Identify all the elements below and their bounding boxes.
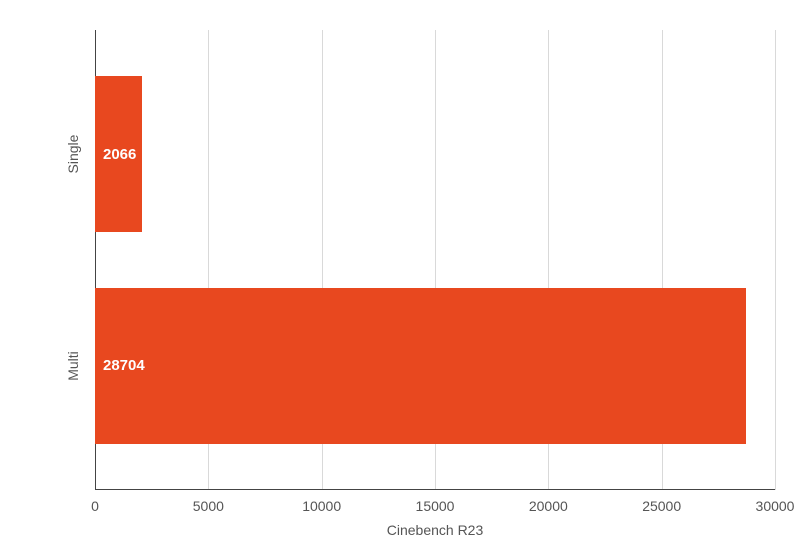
x-tick-label: 30000 [756,498,795,514]
category-label-single: Single [65,135,81,174]
x-tick-label: 10000 [302,498,341,514]
bar-value-label: 28704 [103,357,145,374]
x-axis-line [95,489,775,490]
x-tick-label: 5000 [193,498,224,514]
x-tick-label: 25000 [642,498,681,514]
bar-multi [95,288,746,444]
x-axis-title: Cinebench R23 [387,522,484,538]
x-tick-label: 0 [91,498,99,514]
x-tick-label: 15000 [416,498,455,514]
plot-area: 2066 28704 [95,30,775,490]
cinebench-chart: 2066 28704 0 5000 10000 15000 20000 25000 30000… [0,0,800,560]
bar-value-label: 2066 [103,146,136,163]
category-label-multi: Multi [65,351,81,381]
gridline [775,30,776,490]
x-tick-label: 20000 [529,498,568,514]
